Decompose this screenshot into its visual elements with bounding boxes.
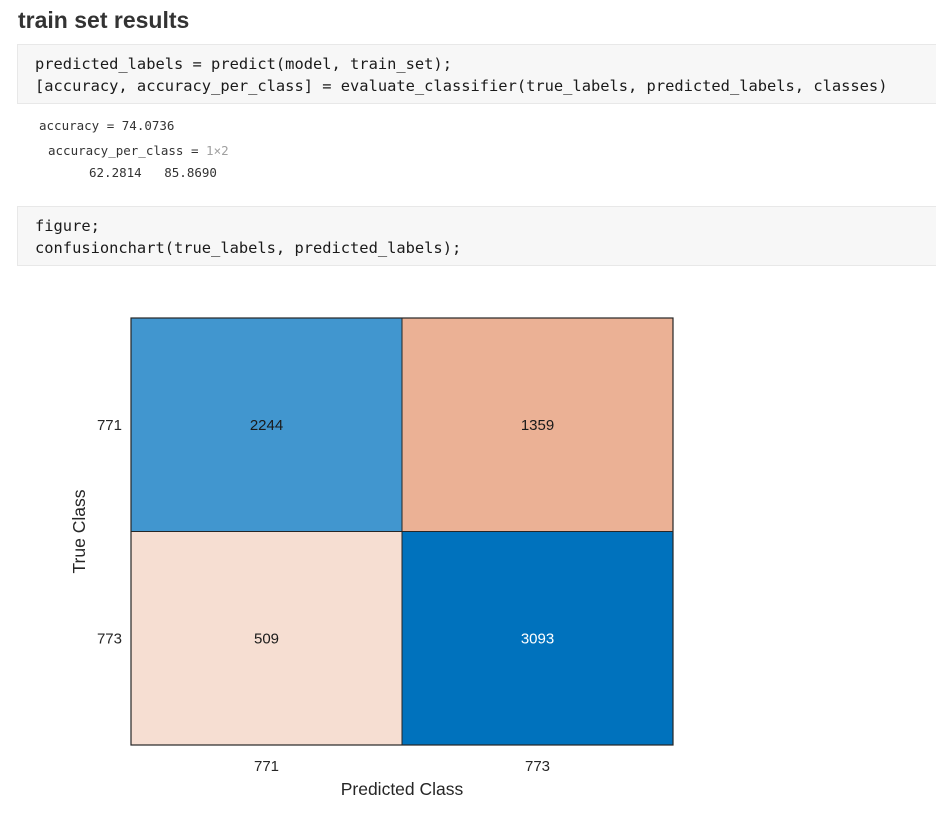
accuracy-output: accuracy = 74.0736 [39, 118, 175, 133]
per-class-label: accuracy_per_class = [48, 143, 207, 158]
code-line: figure; [35, 217, 100, 235]
code-line: confusionchart(true_labels, predicted_la… [35, 239, 462, 257]
x-tick-label: 771 [254, 758, 279, 775]
matrix-cell [401, 531, 674, 746]
x-tick-label: 773 [525, 758, 550, 775]
code-cell-confusionchart[interactable]: figure; confusionchart(true_labels, pred… [17, 206, 936, 266]
section-heading: train set results [18, 7, 190, 33]
per-class-output-header: accuracy_per_class = 1×2 [48, 143, 229, 159]
code-line: predicted_labels = predict(model, train_… [35, 55, 452, 73]
cell-count-label: 1359 [521, 417, 554, 434]
matrix-cell [130, 531, 403, 746]
y-tick-label: 771 [97, 417, 122, 434]
matrix-cell [401, 317, 674, 532]
x-axis-label: Predicted Class [341, 779, 464, 799]
cell-count-label: 3093 [521, 630, 554, 647]
cell-count-label: 2244 [250, 417, 283, 434]
code-line: [accuracy, accuracy_per_class] = evaluat… [35, 77, 888, 95]
chart-frame [130, 317, 674, 746]
y-axis-label: True Class [69, 489, 89, 573]
cell-count-label: 509 [254, 630, 279, 647]
per-class-size: 1×2 [206, 143, 229, 158]
per-class-values: 62.2814 85.8690 [89, 165, 217, 180]
y-tick-label: 773 [97, 630, 122, 647]
code-cell-predict[interactable]: predicted_labels = predict(model, train_… [17, 44, 936, 104]
